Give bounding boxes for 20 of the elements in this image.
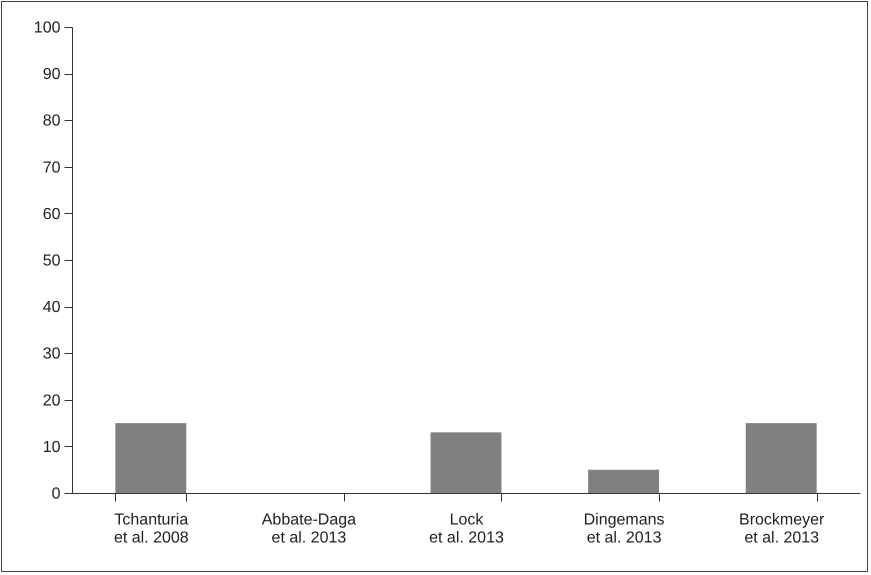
y-tick-label: 0 bbox=[52, 486, 61, 502]
x-tick-label: Abbate-Daga et al. 2013 bbox=[262, 512, 356, 546]
y-tick-label: 50 bbox=[42, 252, 61, 270]
x-tick-label: Dingemans et al. 2013 bbox=[584, 512, 665, 546]
x-tick-label: Brockmeyer et al. 2013 bbox=[739, 512, 826, 546]
y-tick-label: 20 bbox=[42, 392, 61, 410]
y-tick-label: 70 bbox=[42, 159, 61, 176]
bar bbox=[115, 423, 186, 493]
y-tick-label: 10 bbox=[42, 438, 61, 456]
bar bbox=[430, 432, 502, 493]
y-tick-label: 30 bbox=[42, 346, 61, 363]
x-tick-label: Lock et al. 2013 bbox=[429, 512, 504, 546]
y-tick-label: 100 bbox=[34, 20, 61, 36]
bar bbox=[588, 470, 660, 493]
x-tick-label: Tchanturia et al. 2008 bbox=[114, 512, 189, 546]
y-tick-label: 80 bbox=[42, 112, 61, 130]
y-tick-label: 40 bbox=[42, 299, 61, 316]
y-tick-label: 90 bbox=[42, 66, 61, 84]
bar bbox=[746, 423, 817, 493]
y-tick-label: 60 bbox=[42, 206, 61, 223]
